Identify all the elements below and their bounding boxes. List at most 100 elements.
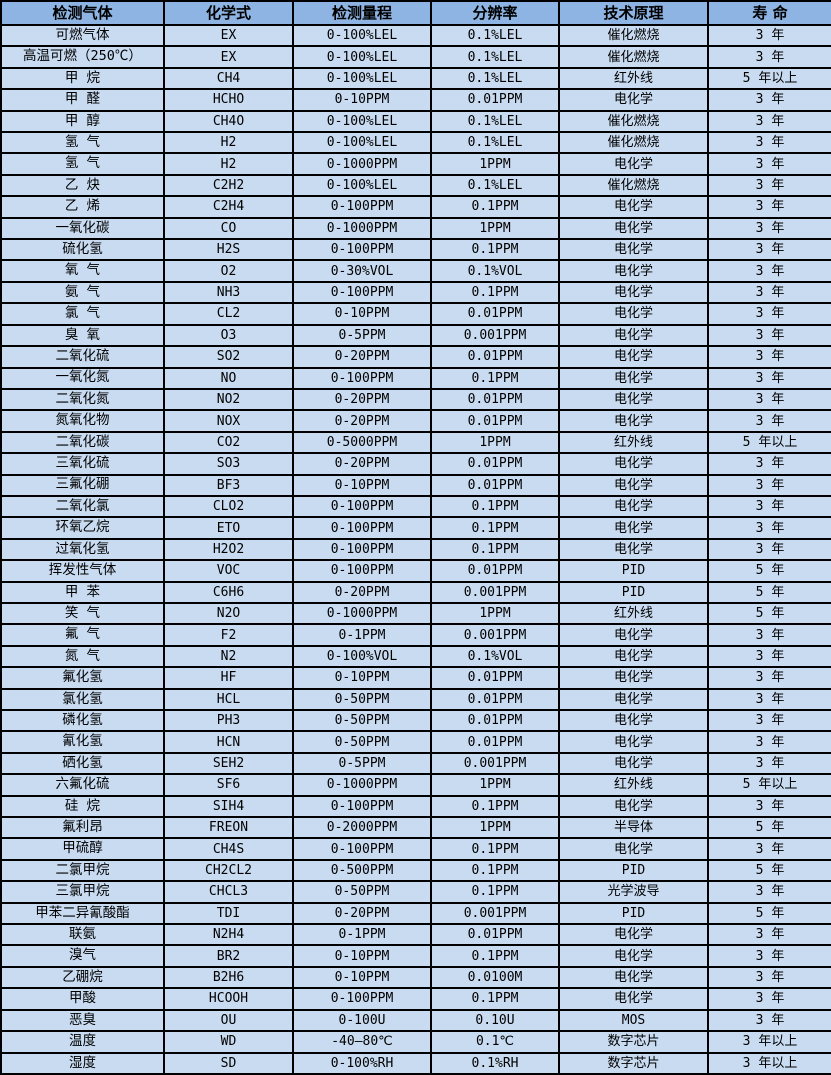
table-cell: 3 年以上 [707,1030,831,1054]
table-cell: 0-100%RH [292,1051,432,1075]
table-cell: 0-50PPM [292,708,432,733]
table-cell: 溴气 [0,944,165,968]
table-cell: 0.01PPM [430,559,560,583]
table-row: 甲苯二异氰酸酯 TDI 0-20PPM 0.001PPM PID 5 年 [0,901,831,926]
table-cell: 3 年 [707,880,831,904]
table-cell: CH4 [163,66,294,91]
table-cell: 3 年 [707,687,831,712]
table-cell: 硒化氢 [0,751,165,776]
table-cell: 3 年 [707,944,831,968]
table-cell: 0.01PPM [430,708,560,733]
table-cell: 电化学 [558,644,709,669]
table-row: 一氧化碳 CO 0-1000PPM 1PPM 电化学 3 年 [0,216,831,241]
table-cell: 乙 炔 [0,173,165,198]
table-cell: 3 年 [707,131,831,155]
table-cell: 湿度 [0,1051,165,1075]
table-cell: 电化学 [558,623,709,647]
table-cell: 5 年 [707,816,831,840]
table-cell: 0.01PPM [430,666,560,690]
table-cell: C2H2 [163,173,294,198]
table-cell: 0.1%VOL [430,259,560,283]
table-cell: 3 年 [707,987,831,1011]
table-cell: 0-20PPM [292,452,432,476]
table-cell: PID [558,858,709,883]
column-header-5: 寿 命 [707,0,831,26]
table-cell: 0.01PPM [430,88,560,112]
table-cell: 三氯甲烷 [0,880,165,904]
table-cell: 3 年 [707,923,831,947]
table-cell: HCL [163,687,294,712]
table-cell: 数字芯片 [558,1030,709,1054]
table-cell: 电化学 [558,323,709,348]
table-cell: 氯 气 [0,302,165,326]
table-cell: 0.1PPM [430,858,560,883]
table-cell: 0-100PPM [292,366,432,390]
table-cell: CLO2 [163,494,294,519]
table-cell: 0.1%LEL [430,131,560,155]
table-cell: 0-100PPM [292,794,432,819]
table-cell: 一氧化碳 [0,216,165,241]
table-cell: 3 年 [707,323,831,348]
table-cell: CH2CL2 [163,858,294,883]
table-cell: NOX [163,409,294,433]
table-row: 氢 气 H2 0-100%LEL 0.1%LEL 催化燃烧 3 年 [0,131,831,155]
table-cell: EX [163,23,294,48]
table-cell: 0.1PPM [430,880,560,904]
table-cell: VOC [163,559,294,583]
table-cell: FREON [163,816,294,840]
table-cell: 5 年 [707,858,831,883]
table-cell: 0-100PPM [292,559,432,583]
table-cell: 1PPM [430,152,560,176]
table-cell: 笑 气 [0,601,165,626]
table-cell: 0-1PPM [292,923,432,947]
table-cell: SO3 [163,452,294,476]
table-cell: 联氨 [0,923,165,947]
table-cell: 氟利昂 [0,816,165,840]
table-cell: 1PPM [430,601,560,626]
table-cell: CO [163,216,294,241]
table-cell: 5 年 [707,601,831,626]
table-row: 氧 气 O2 0-30%VOL 0.1%VOL 电化学 3 年 [0,259,831,283]
table-cell: 3 年 [707,88,831,112]
table-cell: 电化学 [558,666,709,690]
table-cell: 0-1000PPM [292,773,432,797]
table-cell: 0-100%LEL [292,131,432,155]
table-cell: 3 年 [707,644,831,669]
table-cell: 0.001PPM [430,323,560,348]
table-cell: 0.01PPM [430,687,560,712]
table-cell: PID [558,580,709,604]
table-cell: SF6 [163,773,294,797]
table-cell: 电化学 [558,923,709,947]
table-cell: 甲 醇 [0,109,165,134]
table-cell: 硫化氢 [0,238,165,262]
table-cell: 0-100U [292,1008,432,1033]
table-row: 氨 气 NH3 0-100PPM 0.1PPM 电化学 3 年 [0,280,831,305]
table-cell: 0.1%LEL [430,173,560,198]
table-cell: 氯化氢 [0,687,165,712]
table-cell: 磷化氢 [0,708,165,733]
table-cell: 催化燃烧 [558,23,709,48]
table-row: 笑 气 N2O 0-1000PPM 1PPM 红外线 5 年 [0,601,831,626]
table-cell: 0.001PPM [430,751,560,776]
table-cell: 0.01PPM [430,923,560,947]
table-cell: 3 年 [707,494,831,519]
table-row: 三氧化硫 SO3 0-20PPM 0.01PPM 电化学 3 年 [0,452,831,476]
table-cell: 挥发性气体 [0,559,165,583]
table-cell: 氟 气 [0,623,165,647]
table-cell: 3 年 [707,345,831,369]
table-cell: 红外线 [558,773,709,797]
table-cell: 5 年以上 [707,66,831,91]
table-cell: 0-20PPM [292,387,432,412]
table-cell: 0-30%VOL [292,259,432,283]
table-cell: SEH2 [163,751,294,776]
table-row: 二氯甲烷 CH2CL2 0-500PPM 0.1PPM PID 5 年 [0,858,831,883]
table-cell: 3 年 [707,1008,831,1033]
table-cell: 0-100PPM [292,238,432,262]
table-cell: 0-100PPM [292,494,432,519]
table-row: 氯化氢 HCL 0-50PPM 0.01PPM 电化学 3 年 [0,687,831,712]
table-cell: 甲酸 [0,987,165,1011]
table-cell: 0-100PPM [292,837,432,861]
table-cell: 0-100PPM [292,280,432,305]
table-row: 甲 醇 CH4O 0-100%LEL 0.1%LEL 催化燃烧 3 年 [0,109,831,134]
table-cell: HCN [163,730,294,754]
